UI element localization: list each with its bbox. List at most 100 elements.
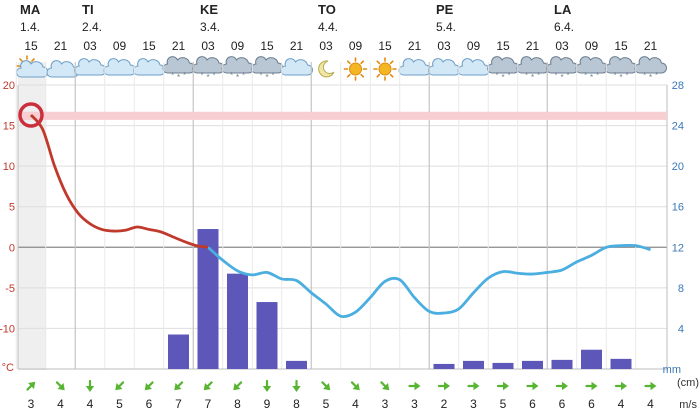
wind-speed-label: 9 (264, 397, 271, 411)
sun-ray (346, 60, 351, 65)
snowflake: * (501, 73, 504, 82)
cloud-icon (457, 58, 490, 76)
hour-label: 15 (378, 39, 392, 53)
precipitation-unit-mm: mm (663, 364, 681, 376)
snow-cloud-icon: * * * (546, 56, 579, 82)
wind-arrow-head (115, 383, 123, 391)
precipitation-bar (286, 360, 307, 369)
hour-label: 15 (614, 39, 628, 53)
forecast-temperature-line (207, 243, 651, 319)
temperature-axis: 20 15 10 5 0 -5 -10 °C (0, 80, 15, 374)
precipitation-tick: 16 (672, 202, 684, 214)
snowflake: * (507, 71, 510, 80)
wind-row: 3 4 4 5 6 7 7 8 9 8 5 4 3 3 2 3 5 6 6 6 4 4 (cm) m/s (26, 377, 699, 411)
precipitation-bar (197, 229, 219, 369)
highlight-band (18, 111, 667, 120)
wind-arrow-head (233, 383, 241, 391)
wind-arrow-head (532, 381, 539, 391)
day-name: TO (318, 2, 336, 17)
precipitation-bar (522, 360, 543, 369)
day-name: KE (200, 2, 218, 17)
precipitation-bar (256, 302, 278, 369)
cloud-shape (280, 58, 313, 76)
wind-arrow-icon (437, 381, 450, 391)
temperature-tick: 15 (3, 121, 15, 133)
cloud-shape (221, 56, 254, 74)
wind-speed-label: 4 (87, 397, 94, 411)
wind-arrow-icon (350, 381, 360, 391)
precipitation-tick: 8 (678, 283, 684, 295)
snowflake: * (625, 71, 628, 80)
day-name: MA (20, 2, 41, 17)
snow-unit-label: (cm) (677, 377, 699, 389)
snowflake: * (566, 71, 569, 80)
cloud-icon (398, 58, 431, 76)
wind-speed-label: 6 (529, 397, 536, 411)
wind-arrow-icon (614, 381, 627, 391)
hour-label: 21 (172, 39, 186, 53)
hour-label: 03 (83, 39, 97, 53)
cloud-shape (398, 58, 431, 76)
cloud-shape (487, 56, 520, 74)
wind-arrow-icon (174, 381, 184, 391)
temperature-tick: 0 (9, 242, 15, 254)
cloud-icon (428, 58, 461, 76)
wind-speed-label: 4 (57, 397, 64, 411)
wind-speed-label: 3 (382, 397, 389, 411)
wind-arrow-icon (262, 379, 272, 392)
wind-speed-label: 3 (411, 397, 418, 411)
wind-arrow-icon (203, 381, 213, 391)
wind-speed-label: 5 (116, 397, 123, 411)
cloud-shape (516, 56, 549, 74)
snowflake: * (554, 71, 557, 80)
temperature-tick: 5 (9, 202, 15, 214)
hour-label: 15 (496, 39, 510, 53)
snowflake: * (643, 71, 646, 80)
wind-arrow-head (503, 381, 509, 391)
temperature-tick: 10 (3, 161, 15, 173)
snowflake: * (200, 71, 203, 80)
precipitation-bar (227, 273, 248, 369)
hour-label: 03 (201, 39, 215, 53)
wind-speed-label: 3 (28, 397, 35, 411)
snowflake: * (537, 71, 540, 80)
cloud-shape (575, 56, 608, 74)
temperature-unit: °C (2, 362, 14, 374)
wind-arrow-head (444, 381, 450, 391)
cloud-shape (634, 56, 667, 74)
cloud-shape (133, 58, 166, 76)
day-name: TI (82, 2, 94, 17)
cloud-shape (428, 58, 461, 76)
snowflake: * (596, 71, 599, 80)
moon-shape (318, 60, 335, 78)
wind-speed-label: 5 (500, 397, 507, 411)
snowflake: * (230, 71, 233, 80)
precipitation-axis: 28 24 20 16 12 8 4 mm (663, 80, 684, 376)
wind-arrow-icon (55, 381, 65, 391)
precipitation-bar (463, 360, 484, 369)
precipitation-tick: 12 (672, 242, 684, 254)
day-date: 4.4. (318, 20, 338, 34)
snowflake: * (271, 71, 274, 80)
snowflake: * (206, 73, 209, 82)
snowflake: * (584, 71, 587, 80)
hour-label: 21 (54, 39, 68, 53)
snowflake: * (171, 71, 174, 80)
wind-arrow-icon (380, 381, 390, 391)
hour-label: 21 (290, 39, 304, 53)
wind-arrow-head (473, 381, 480, 391)
hour-label: 03 (555, 39, 569, 53)
wind-speed-label: 5 (323, 397, 330, 411)
wind-arrow-icon (26, 381, 36, 391)
precipitation-tick: 4 (678, 323, 684, 335)
wind-arrow-icon (321, 381, 331, 391)
sun-ray (389, 73, 394, 78)
observed-temperature-line (29, 114, 209, 249)
wind-arrow-icon (144, 381, 154, 391)
wind-speed-label: 7 (205, 397, 212, 411)
precipitation-bar (168, 334, 189, 369)
wind-arrow-icon (644, 381, 657, 391)
wind-speed-label: 6 (588, 397, 595, 411)
wind-arrow-head (352, 383, 360, 391)
